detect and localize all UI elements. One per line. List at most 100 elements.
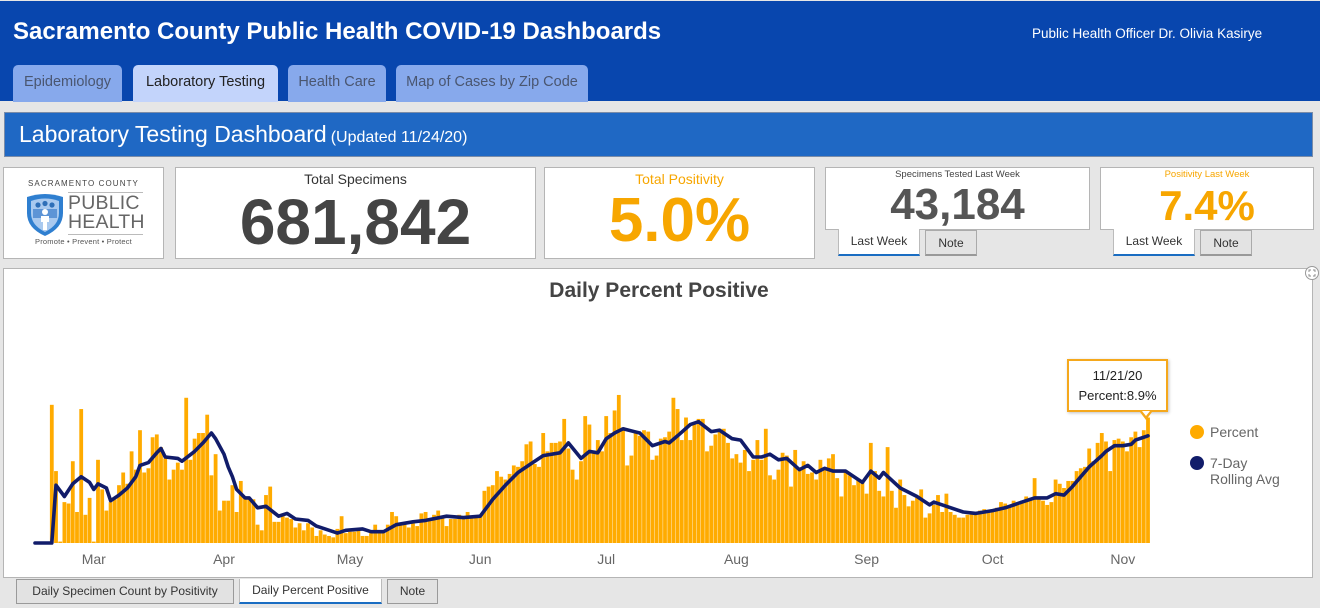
percent-bar[interactable] (831, 454, 835, 543)
tab-laboratory-testing[interactable]: Laboratory Testing (133, 65, 278, 102)
percent-bar[interactable] (612, 410, 617, 543)
percent-bar[interactable] (1045, 504, 1050, 543)
percent-bar[interactable] (747, 471, 751, 543)
percent-bar[interactable] (474, 516, 478, 543)
percent-bar[interactable] (919, 489, 924, 543)
percent-bar[interactable] (314, 535, 319, 543)
percent-bar[interactable] (734, 454, 739, 543)
percent-bar[interactable] (1070, 480, 1075, 543)
specimens-note-tab[interactable]: Note (925, 230, 977, 256)
percent-bar[interactable] (1066, 480, 1071, 543)
percent-bar[interactable] (843, 472, 848, 544)
percent-bar[interactable] (331, 537, 336, 543)
percent-bar[interactable] (570, 469, 575, 543)
percent-bar[interactable] (805, 473, 810, 543)
percent-bar[interactable] (1020, 500, 1024, 543)
percent-bar[interactable] (369, 533, 373, 543)
percent-bar[interactable] (448, 519, 453, 543)
percent-bar[interactable] (978, 510, 982, 543)
percent-bar[interactable] (138, 430, 142, 543)
percent-bar[interactable] (461, 517, 466, 543)
percent-bar[interactable] (671, 397, 676, 543)
percent-bar[interactable] (436, 510, 441, 543)
percent-bar[interactable] (402, 524, 407, 543)
percent-bar[interactable] (167, 479, 172, 543)
percent-bar[interactable] (1007, 506, 1012, 543)
percent-bar[interactable] (755, 440, 760, 543)
percent-bar[interactable] (784, 455, 789, 543)
percent-bar[interactable] (129, 451, 134, 543)
percent-bar[interactable] (1141, 430, 1146, 543)
percent-bar[interactable] (1129, 437, 1134, 543)
percent-bar[interactable] (96, 459, 100, 543)
percent-bar[interactable] (793, 449, 798, 543)
percent-bar[interactable] (692, 424, 697, 543)
percent-bar[interactable] (936, 495, 940, 543)
percent-bar[interactable] (213, 454, 218, 543)
percent-bar[interactable] (696, 418, 701, 543)
percent-bar[interactable] (1091, 461, 1096, 543)
percent-bar[interactable] (406, 527, 411, 543)
percent-bar[interactable] (1011, 500, 1016, 543)
percent-bar[interactable] (558, 441, 562, 543)
percent-bar[interactable] (306, 523, 310, 543)
percent-bar[interactable] (146, 468, 151, 543)
percent-bar[interactable] (772, 479, 777, 543)
percent-bar[interactable] (486, 486, 491, 543)
percent-bar[interactable] (709, 445, 714, 543)
percent-bar[interactable] (482, 490, 487, 543)
percent-bar[interactable] (759, 459, 764, 543)
percent-bar[interactable] (738, 462, 743, 543)
percent-bar[interactable] (1078, 468, 1083, 543)
percent-bar[interactable] (322, 534, 327, 543)
percent-bar[interactable] (654, 455, 659, 543)
percent-bar[interactable] (373, 524, 378, 543)
percent-bar[interactable] (171, 469, 176, 543)
percent-bar[interactable] (595, 440, 600, 543)
percent-bar[interactable] (444, 526, 449, 543)
percent-bar[interactable] (142, 472, 147, 544)
percent-bar[interactable] (621, 427, 625, 543)
percent-bar[interactable] (1087, 448, 1092, 543)
percent-bar[interactable] (789, 486, 793, 543)
percent-bar[interactable] (663, 437, 667, 543)
percent-bar[interactable] (1053, 479, 1058, 543)
percent-bar[interactable] (490, 485, 495, 543)
percent-bar[interactable] (961, 517, 966, 543)
expand-icon[interactable] (1305, 266, 1319, 280)
tab-daily-specimen-count[interactable]: Daily Specimen Count by Positivity (16, 579, 234, 604)
percent-bar[interactable] (423, 511, 428, 543)
percent-bar[interactable] (327, 535, 331, 543)
percent-bar[interactable] (952, 514, 957, 543)
percent-bar[interactable] (873, 471, 877, 543)
percent-bar[interactable] (889, 490, 894, 543)
percent-bar[interactable] (180, 469, 184, 543)
percent-bar[interactable] (923, 517, 928, 543)
tab-health-care[interactable]: Health Care (288, 65, 386, 102)
percent-bar[interactable] (247, 497, 252, 543)
percent-bar[interactable] (507, 473, 512, 543)
percent-bar[interactable] (860, 480, 865, 543)
percent-bar[interactable] (969, 513, 974, 543)
percent-bar[interactable] (629, 455, 634, 543)
percent-bar[interactable] (583, 416, 588, 543)
percent-bar[interactable] (553, 442, 558, 543)
percent-bar[interactable] (713, 434, 718, 543)
specimens-last-week-tab[interactable]: Last Week (838, 229, 920, 256)
percent-bar[interactable] (117, 485, 121, 543)
percent-bar[interactable] (1116, 438, 1121, 543)
percent-bar[interactable] (524, 444, 529, 543)
percent-bar[interactable] (150, 437, 155, 543)
percent-bar[interactable] (217, 510, 222, 543)
percent-bar[interactable] (541, 433, 546, 543)
percent-bar[interactable] (1049, 502, 1054, 543)
percent-bar[interactable] (856, 479, 861, 543)
percent-bar[interactable] (684, 417, 688, 543)
percent-bar[interactable] (285, 517, 289, 543)
percent-bar[interactable] (516, 466, 520, 543)
percent-bar[interactable] (717, 428, 722, 543)
percent-bar[interactable] (1032, 478, 1037, 543)
percent-bar[interactable] (822, 468, 827, 543)
percent-bar[interactable] (415, 526, 420, 543)
tab-map-of-cases[interactable]: Map of Cases by Zip Code (396, 65, 588, 102)
